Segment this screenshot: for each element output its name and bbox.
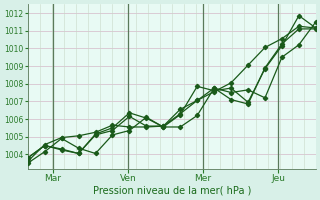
- X-axis label: Pression niveau de la mer( hPa ): Pression niveau de la mer( hPa ): [92, 186, 251, 196]
